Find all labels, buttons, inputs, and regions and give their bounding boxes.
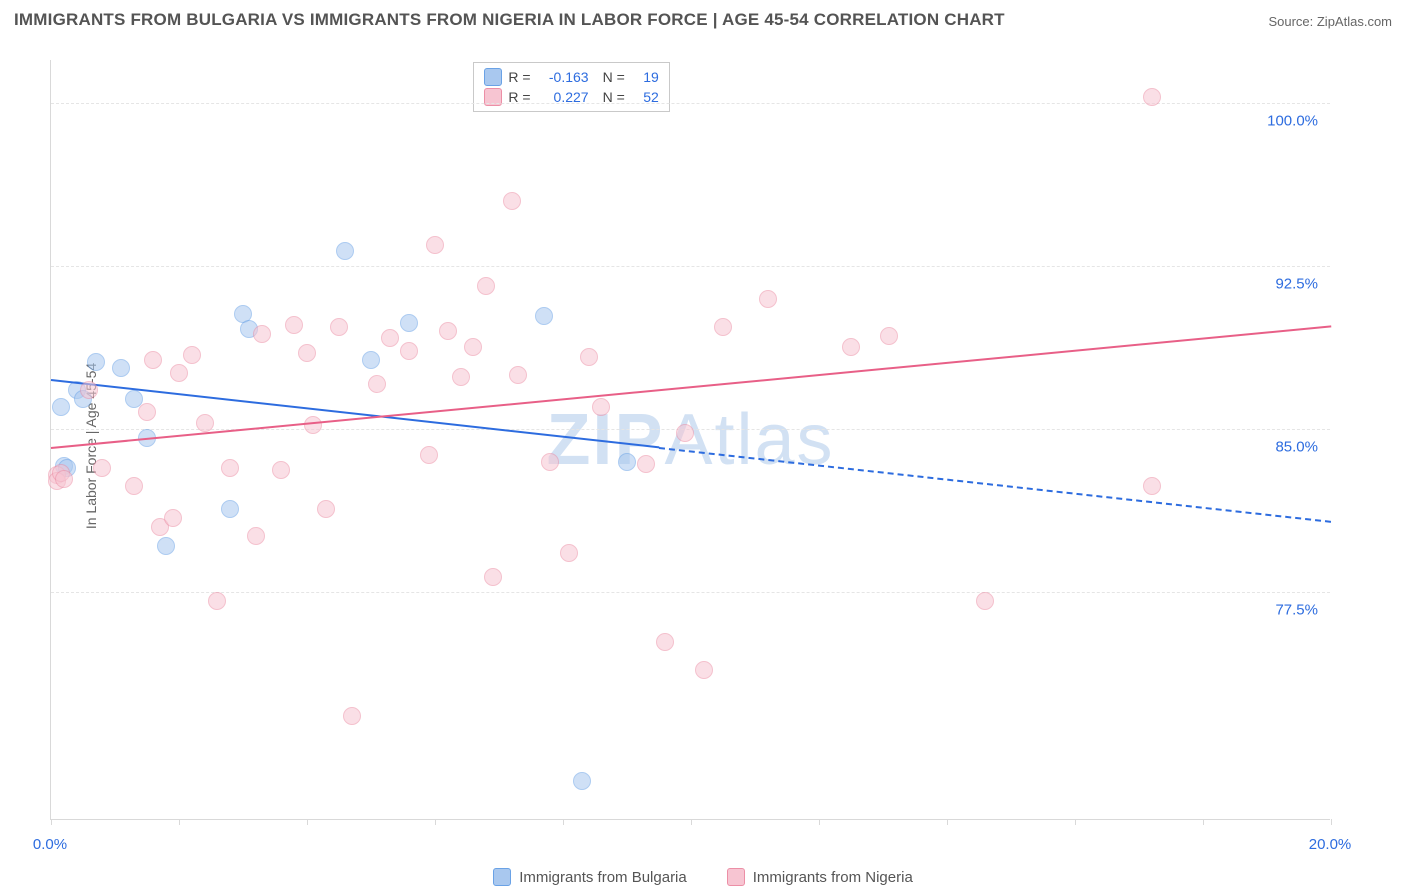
data-point-nigeria: [1143, 88, 1161, 106]
legend-n-value: 19: [631, 67, 659, 87]
gridline: [51, 266, 1330, 267]
data-point-nigeria: [503, 192, 521, 210]
data-point-nigeria: [880, 327, 898, 345]
x-tick: [307, 819, 308, 825]
data-point-nigeria: [560, 544, 578, 562]
data-point-nigeria: [247, 527, 265, 545]
data-point-nigeria: [464, 338, 482, 356]
x-tick-label: 0.0%: [33, 836, 67, 853]
data-point-nigeria: [452, 368, 470, 386]
data-point-nigeria: [541, 453, 559, 471]
data-point-nigeria: [170, 364, 188, 382]
data-point-bulgaria: [362, 351, 380, 369]
legend-swatch-icon: [493, 868, 511, 886]
data-point-nigeria: [80, 381, 98, 399]
data-point-nigeria: [656, 633, 674, 651]
legend-n-label: N =: [603, 67, 625, 87]
legend-r-label: R =: [508, 67, 530, 87]
data-point-nigeria: [343, 707, 361, 725]
data-point-nigeria: [580, 348, 598, 366]
data-point-nigeria: [208, 592, 226, 610]
x-tick: [435, 819, 436, 825]
legend-row-bulgaria: R = -0.163 N = 19: [484, 67, 658, 87]
data-point-bulgaria: [87, 353, 105, 371]
x-tick: [51, 819, 52, 825]
data-point-nigeria: [272, 461, 290, 479]
x-tick: [691, 819, 692, 825]
source-label: Source: ZipAtlas.com: [1268, 14, 1392, 29]
x-tick: [947, 819, 948, 825]
y-tick-label: 100.0%: [1263, 113, 1322, 130]
data-point-nigeria: [420, 446, 438, 464]
data-point-nigeria: [298, 344, 316, 362]
data-point-nigeria: [484, 568, 502, 586]
data-point-nigeria: [637, 455, 655, 473]
data-point-bulgaria: [618, 453, 636, 471]
data-point-bulgaria: [573, 772, 591, 790]
data-point-nigeria: [55, 470, 73, 488]
legend-r-value: -0.163: [537, 67, 589, 87]
y-tick-label: 92.5%: [1271, 276, 1322, 293]
legend-item: Immigrants from Bulgaria: [493, 868, 687, 886]
data-point-nigeria: [304, 416, 322, 434]
x-tick: [563, 819, 564, 825]
data-point-nigeria: [976, 592, 994, 610]
regression-line: [659, 447, 1331, 523]
data-point-nigeria: [330, 318, 348, 336]
gridline: [51, 592, 1330, 593]
data-point-bulgaria: [112, 359, 130, 377]
data-point-nigeria: [138, 403, 156, 421]
data-point-nigeria: [426, 236, 444, 254]
legend-swatch-icon: [484, 68, 502, 86]
data-point-bulgaria: [400, 314, 418, 332]
data-point-bulgaria: [52, 398, 70, 416]
data-point-nigeria: [125, 477, 143, 495]
x-tick: [1203, 819, 1204, 825]
legend-label: Immigrants from Bulgaria: [519, 869, 687, 886]
data-point-nigeria: [695, 661, 713, 679]
data-point-nigeria: [842, 338, 860, 356]
series-legend: Immigrants from Bulgaria Immigrants from …: [0, 868, 1406, 886]
data-point-bulgaria: [535, 307, 553, 325]
legend-label: Immigrants from Nigeria: [753, 869, 913, 886]
data-point-nigeria: [1143, 477, 1161, 495]
data-point-nigeria: [317, 500, 335, 518]
x-tick: [1075, 819, 1076, 825]
data-point-nigeria: [477, 277, 495, 295]
legend-swatch-icon: [727, 868, 745, 886]
data-point-nigeria: [285, 316, 303, 334]
data-point-nigeria: [509, 366, 527, 384]
data-point-nigeria: [253, 325, 271, 343]
data-point-nigeria: [676, 424, 694, 442]
data-point-nigeria: [592, 398, 610, 416]
data-point-nigeria: [368, 375, 386, 393]
y-tick-label: 85.0%: [1271, 439, 1322, 456]
data-point-nigeria: [196, 414, 214, 432]
correlation-legend: R = -0.163 N = 19 R = 0.227 N = 52: [473, 62, 669, 112]
scatter-plot: ZIPAtlas R = -0.163 N = 19 R = 0.227 N =…: [50, 60, 1330, 820]
data-point-bulgaria: [221, 500, 239, 518]
data-point-nigeria: [93, 459, 111, 477]
data-point-nigeria: [381, 329, 399, 347]
data-point-nigeria: [439, 322, 457, 340]
data-point-nigeria: [183, 346, 201, 364]
data-point-nigeria: [759, 290, 777, 308]
data-point-nigeria: [221, 459, 239, 477]
x-tick: [1331, 819, 1332, 825]
chart-title: IMMIGRANTS FROM BULGARIA VS IMMIGRANTS F…: [14, 10, 1005, 30]
legend-item: Immigrants from Nigeria: [727, 868, 913, 886]
data-point-nigeria: [714, 318, 732, 336]
x-tick: [819, 819, 820, 825]
x-tick: [179, 819, 180, 825]
data-point-nigeria: [144, 351, 162, 369]
data-point-nigeria: [164, 509, 182, 527]
data-point-nigeria: [400, 342, 418, 360]
gridline: [51, 103, 1330, 104]
x-tick-label: 20.0%: [1309, 836, 1352, 853]
y-tick-label: 77.5%: [1271, 602, 1322, 619]
data-point-bulgaria: [336, 242, 354, 260]
data-point-bulgaria: [157, 537, 175, 555]
